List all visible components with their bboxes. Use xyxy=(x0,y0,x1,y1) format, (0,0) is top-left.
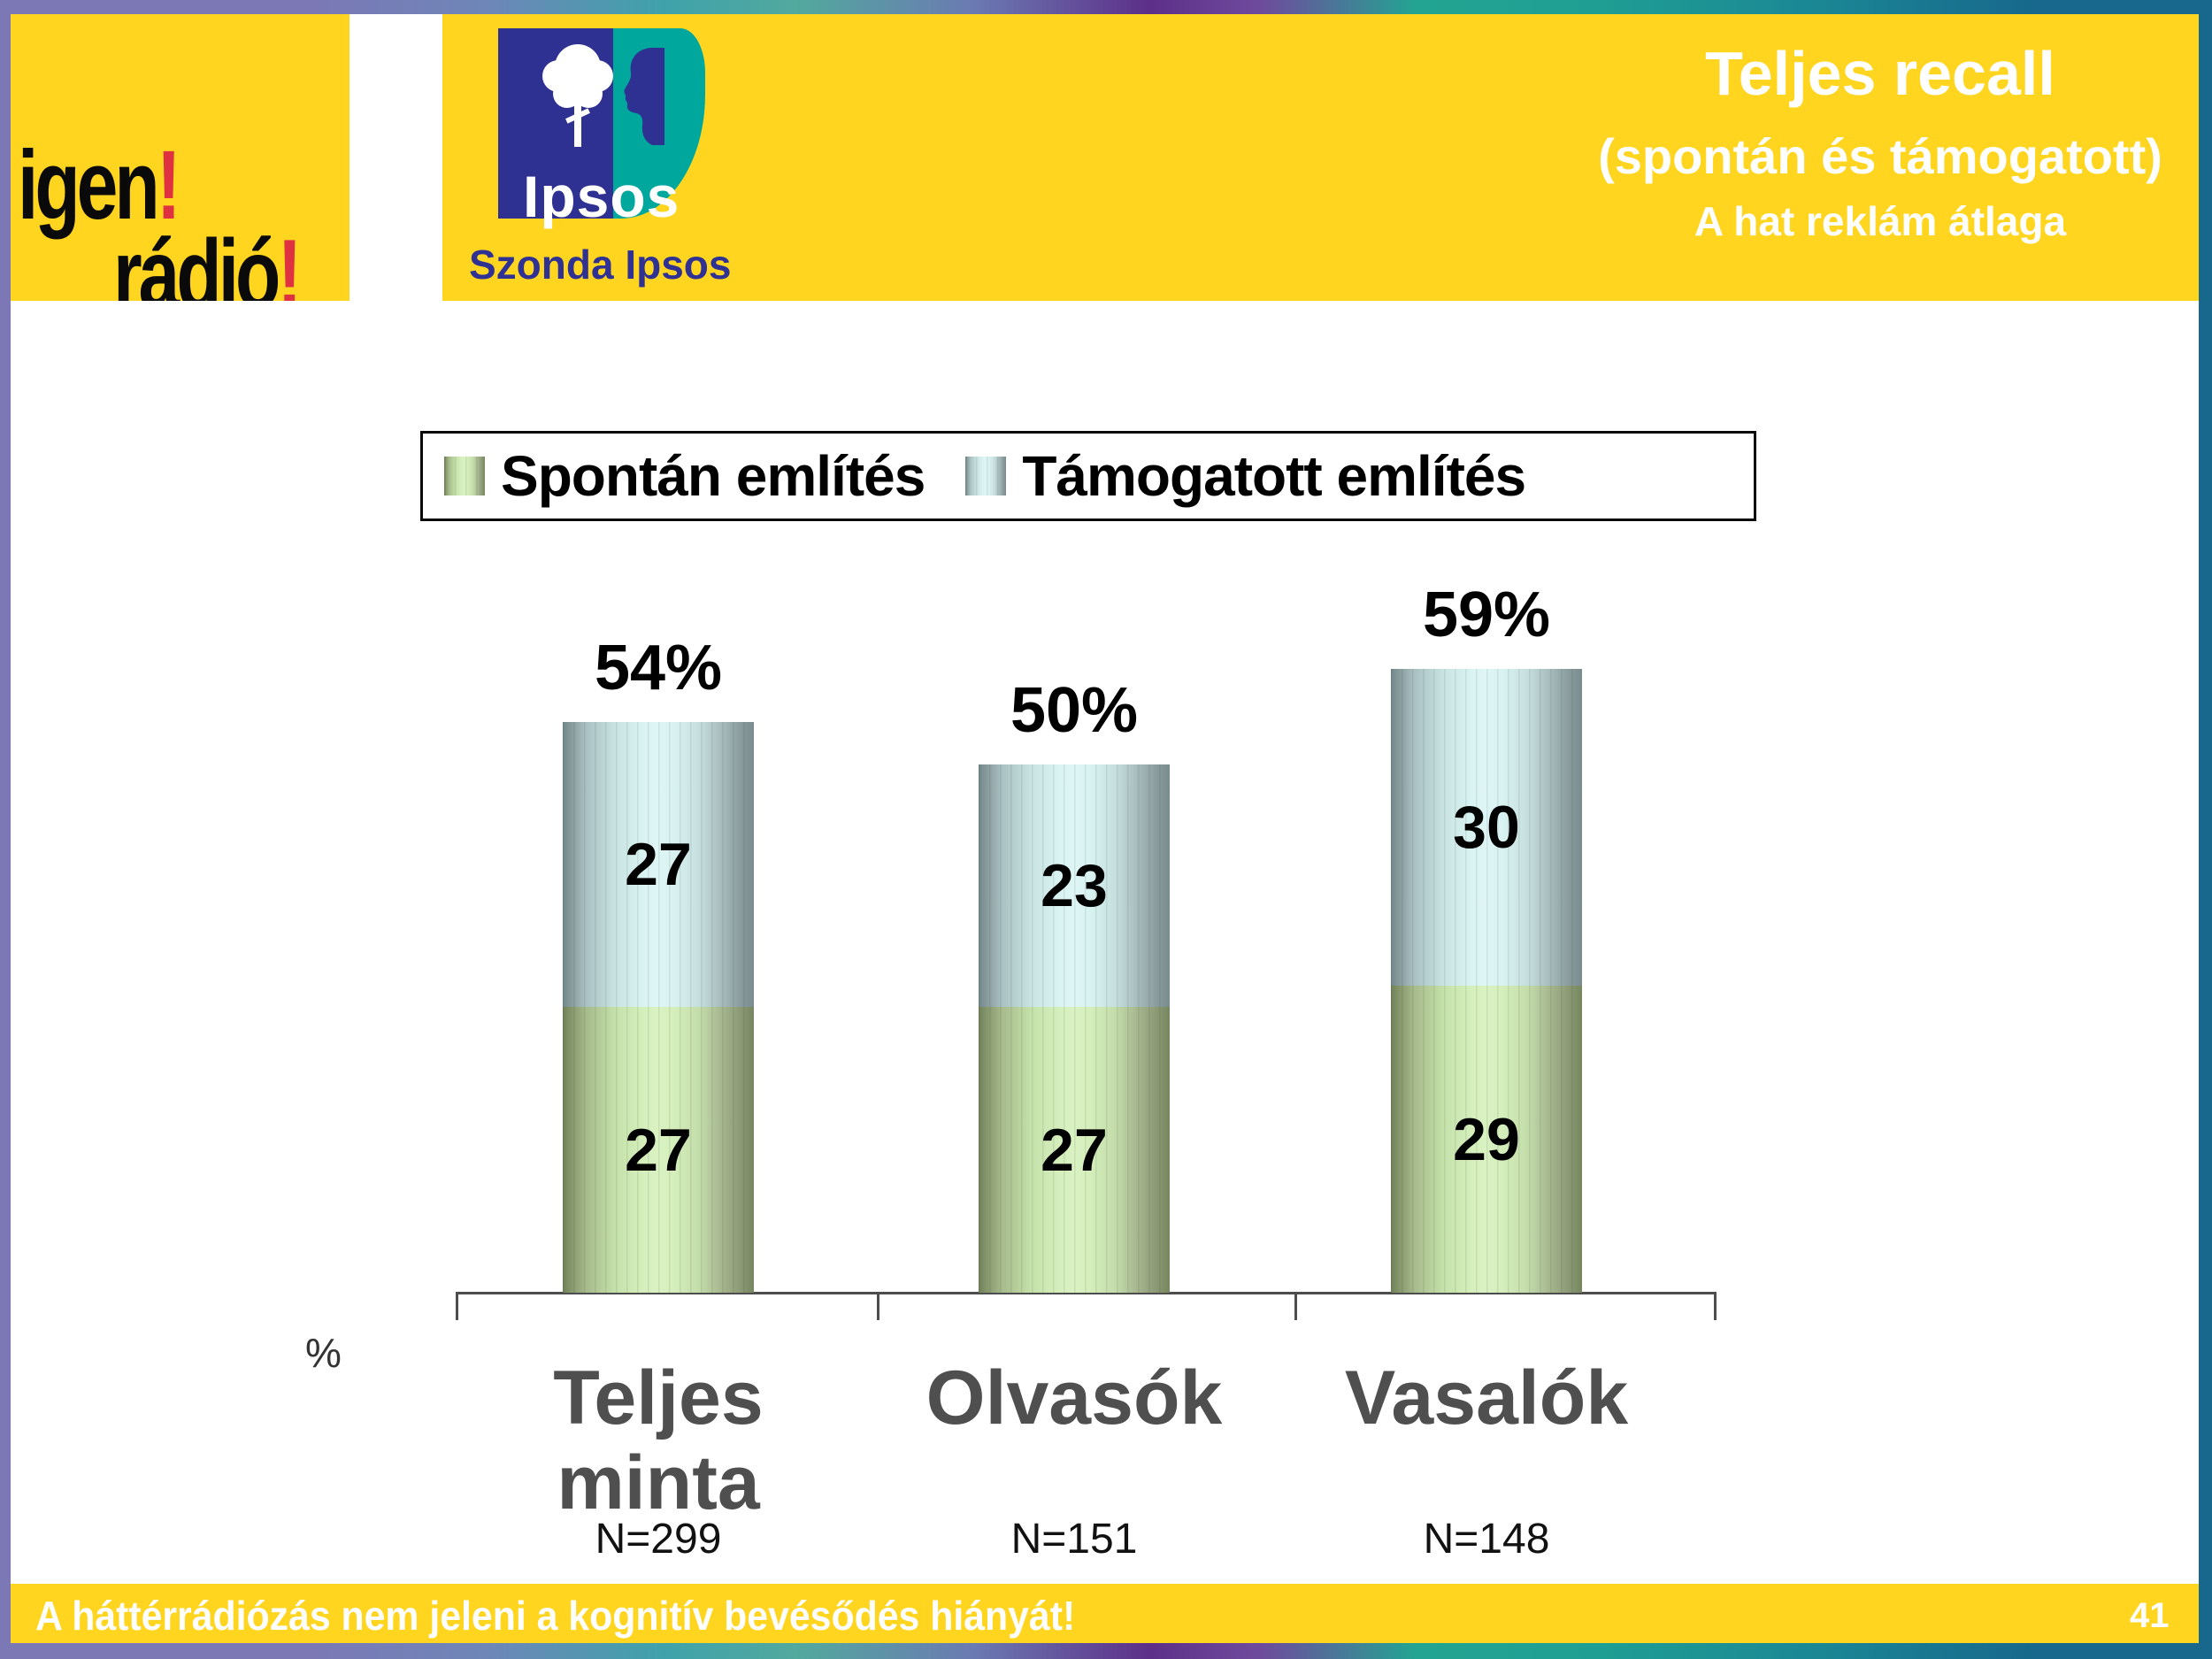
igen-logo-line1: igen! xyxy=(18,129,181,240)
category-label: Vasalók xyxy=(1344,1356,1629,1440)
bar-segment-spontan xyxy=(1391,986,1582,1293)
x-axis-tick xyxy=(877,1292,879,1320)
igen-radio-logo: igen! rádió! xyxy=(11,14,349,301)
ipsos-wordmark: Ipsos xyxy=(523,164,680,229)
bar-value-tamogatott: 30 xyxy=(1453,794,1520,862)
x-axis-line xyxy=(456,1292,1717,1294)
x-axis-tick xyxy=(1294,1292,1297,1320)
category-label: Teljes minta xyxy=(553,1356,764,1525)
bar-segment-tamogatott xyxy=(979,764,1170,1008)
x-axis-tick xyxy=(456,1292,458,1320)
chart-legend: Spontán említés Támogatott említés xyxy=(420,431,1756,521)
sample-size-label: N=148 xyxy=(1423,1516,1550,1563)
igen-radio-logo-text: igen! rádió! xyxy=(18,129,302,301)
bar-value-spontan: 29 xyxy=(1453,1105,1520,1173)
bar-segment-spontan xyxy=(979,1007,1170,1293)
bar-segment-tamogatott xyxy=(563,721,754,1008)
left-border xyxy=(0,14,11,1643)
bar-segment-tamogatott xyxy=(1391,668,1582,987)
bar-value-spontan: 27 xyxy=(1041,1116,1108,1184)
legend-label-spontan: Spontán említés xyxy=(501,444,926,508)
bar-segment-spontan xyxy=(563,1007,754,1293)
category-label: Olvasók xyxy=(926,1356,1223,1440)
slide-title: Teljes recall xyxy=(1705,39,2055,108)
szonda-ipsos-label: Szonda Ipsos xyxy=(469,242,732,288)
x-axis-tick xyxy=(1714,1292,1717,1320)
bottom-border-gradient xyxy=(0,1643,2212,1659)
slide-title-block: Teljes recall (spontán és támogatott) A … xyxy=(1239,41,2212,244)
bar-total-label: 50% xyxy=(1010,674,1139,746)
ipsos-logo: Ipsos xyxy=(498,28,705,229)
legend-label-tamogatott: Támogatott említés xyxy=(1022,444,1526,508)
face-profile-icon xyxy=(624,48,664,145)
legend-swatch-spontan xyxy=(444,457,485,495)
exclamation-mark: ! xyxy=(156,129,181,240)
bar-value-tamogatott: 27 xyxy=(625,831,692,899)
slide-subtitle: (spontán és támogatott) xyxy=(1598,128,2162,184)
legend-swatch-tamogatott xyxy=(965,457,1007,495)
bar-value-spontan: 27 xyxy=(625,1116,692,1184)
top-border-gradient xyxy=(0,0,2212,14)
slide-subsubtitle: A hat reklám átlaga xyxy=(1694,198,2067,244)
bar-total-label: 54% xyxy=(594,632,723,703)
footer-banner: A háttérrádiózás nem jeleni a kognitív b… xyxy=(11,1584,2199,1643)
bar-value-tamogatott: 23 xyxy=(1041,851,1108,919)
sample-size-label: N=151 xyxy=(1010,1516,1138,1563)
page-number: 41 xyxy=(2130,1596,2170,1635)
tree-icon xyxy=(542,44,613,147)
sample-size-label: N=299 xyxy=(595,1516,722,1563)
y-axis-unit-label: % xyxy=(305,1330,342,1376)
igen-logo-line2: rádió! xyxy=(113,225,302,301)
header-banner: Ipsos Szonda Ipsos Teljes recall (spontá… xyxy=(442,14,2199,301)
bar-total-label: 59% xyxy=(1422,579,1551,650)
right-border xyxy=(2199,14,2212,1643)
exclamation-mark: ! xyxy=(277,219,302,301)
footer-message: A háttérrádiózás nem jeleni a kognitív b… xyxy=(35,1593,1076,1639)
